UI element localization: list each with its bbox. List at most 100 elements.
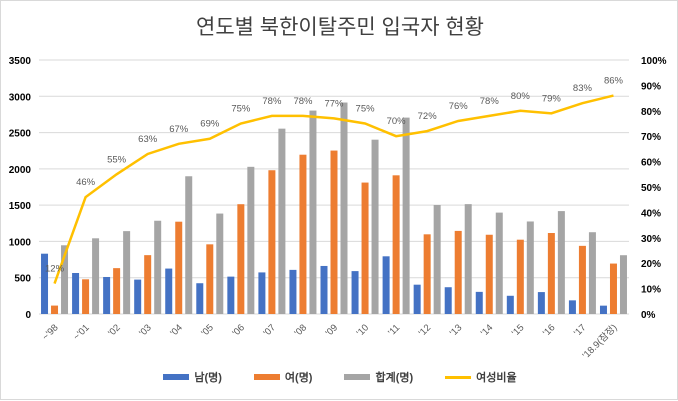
legend: 남(명) 여(명) 합계(명) 여성비율	[1, 369, 678, 385]
bar-female	[82, 279, 90, 314]
bar-male	[196, 283, 204, 314]
bar-total	[247, 166, 255, 314]
bar-male	[475, 291, 483, 314]
bar-female	[113, 268, 121, 314]
legend-label: 합계(명)	[375, 372, 414, 384]
legend-label: 남(명)	[194, 372, 222, 384]
legend-item: 여성비율	[445, 369, 517, 385]
legend-swatch	[163, 374, 190, 380]
x-tick-label: ~'01	[71, 322, 91, 342]
bar-male	[382, 256, 390, 314]
bar-male	[320, 265, 328, 314]
legend-swatch	[344, 374, 371, 380]
x-tick-label: ~'98	[40, 322, 60, 342]
y2-tick-label: 80%	[641, 107, 661, 118]
legend-item: 합계(명)	[344, 369, 413, 385]
bar-total	[619, 255, 627, 314]
bar-female	[392, 175, 400, 314]
x-tick-label: '15	[510, 322, 527, 339]
data-label: 63%	[138, 134, 158, 145]
bar-female	[516, 239, 524, 314]
bar-total	[185, 176, 193, 314]
bar-female	[237, 204, 245, 314]
legend-item: 여(명)	[253, 369, 312, 385]
legend-item: 남(명)	[163, 369, 222, 385]
bar-female	[547, 233, 555, 314]
bar-male	[413, 284, 421, 314]
bar-total	[402, 117, 410, 315]
y2-tick-label: 20%	[641, 259, 661, 270]
y-tick-label: 1000	[9, 237, 32, 248]
bar-male	[227, 276, 235, 314]
bar-total	[61, 245, 69, 314]
bar-total	[526, 221, 534, 314]
x-tick-label: '06	[230, 322, 247, 339]
bar-total	[371, 139, 379, 314]
bar-total	[216, 213, 224, 314]
y-tick-label: 3000	[9, 92, 32, 103]
bar-male	[289, 269, 297, 314]
x-tick-label: '10	[355, 322, 372, 339]
legend-swatch	[445, 375, 472, 379]
x-tick-label: '12	[417, 322, 434, 339]
bar-male	[134, 279, 142, 314]
data-label: 77%	[324, 98, 344, 109]
data-label: 76%	[449, 101, 469, 112]
legend-label: 여성비율	[476, 372, 517, 384]
bar-female	[330, 150, 338, 314]
data-label: 75%	[356, 104, 376, 115]
line-female-ratio	[53, 94, 614, 284]
bar-male	[41, 253, 49, 314]
bar-male	[506, 295, 514, 314]
bar-male	[537, 292, 545, 314]
bar-female	[454, 230, 462, 314]
bar-total	[278, 128, 286, 314]
data-label: 12%	[45, 264, 65, 275]
bar-female	[299, 154, 307, 314]
bar-female	[268, 170, 276, 314]
data-label: 75%	[231, 104, 251, 115]
x-tick-label: '09	[324, 322, 341, 339]
data-label: 78%	[293, 96, 313, 107]
bar-male	[444, 287, 452, 314]
bar-total	[495, 212, 503, 314]
chart-title: 연도별 북한이탈주민 입국자 현황	[196, 16, 484, 39]
data-label: 55%	[107, 154, 127, 165]
bar-male	[72, 272, 80, 314]
bar-male	[351, 271, 359, 314]
bar-total	[557, 211, 565, 314]
x-tick-label: '03	[137, 322, 154, 339]
bar-total	[433, 204, 441, 314]
y2-tick-label: 90%	[641, 81, 661, 92]
bar-total	[340, 102, 348, 314]
bar-total	[464, 204, 472, 314]
x-tick-label: '02	[106, 322, 123, 339]
data-label: 78%	[262, 96, 282, 107]
x-tick-label: '05	[199, 322, 216, 339]
y2-tick-label: 30%	[641, 234, 661, 245]
y-tick-label: 1500	[9, 201, 32, 212]
bar-female	[175, 221, 183, 314]
data-label: 72%	[418, 111, 438, 122]
data-label: 80%	[511, 91, 531, 102]
data-label: 46%	[76, 177, 96, 188]
bar-total	[123, 231, 131, 314]
bar-female	[361, 182, 369, 314]
data-label: 78%	[480, 96, 500, 107]
y2-tick-label: 40%	[641, 208, 661, 219]
y-tick-label: 0	[25, 310, 31, 321]
y-tick-label: 3500	[9, 56, 32, 67]
y2-tick-label: 0%	[641, 310, 656, 321]
data-label: 83%	[573, 83, 593, 94]
y-tick-label: 2500	[9, 129, 32, 140]
y2-tick-label: 100%	[641, 56, 667, 67]
x-tick-label: '04	[168, 322, 185, 339]
bar-male	[568, 300, 576, 314]
bar-female	[423, 234, 431, 314]
y2-tick-label: 50%	[641, 183, 661, 194]
bar-female	[485, 234, 493, 314]
bar-total	[92, 238, 100, 314]
bar-female	[609, 263, 617, 314]
